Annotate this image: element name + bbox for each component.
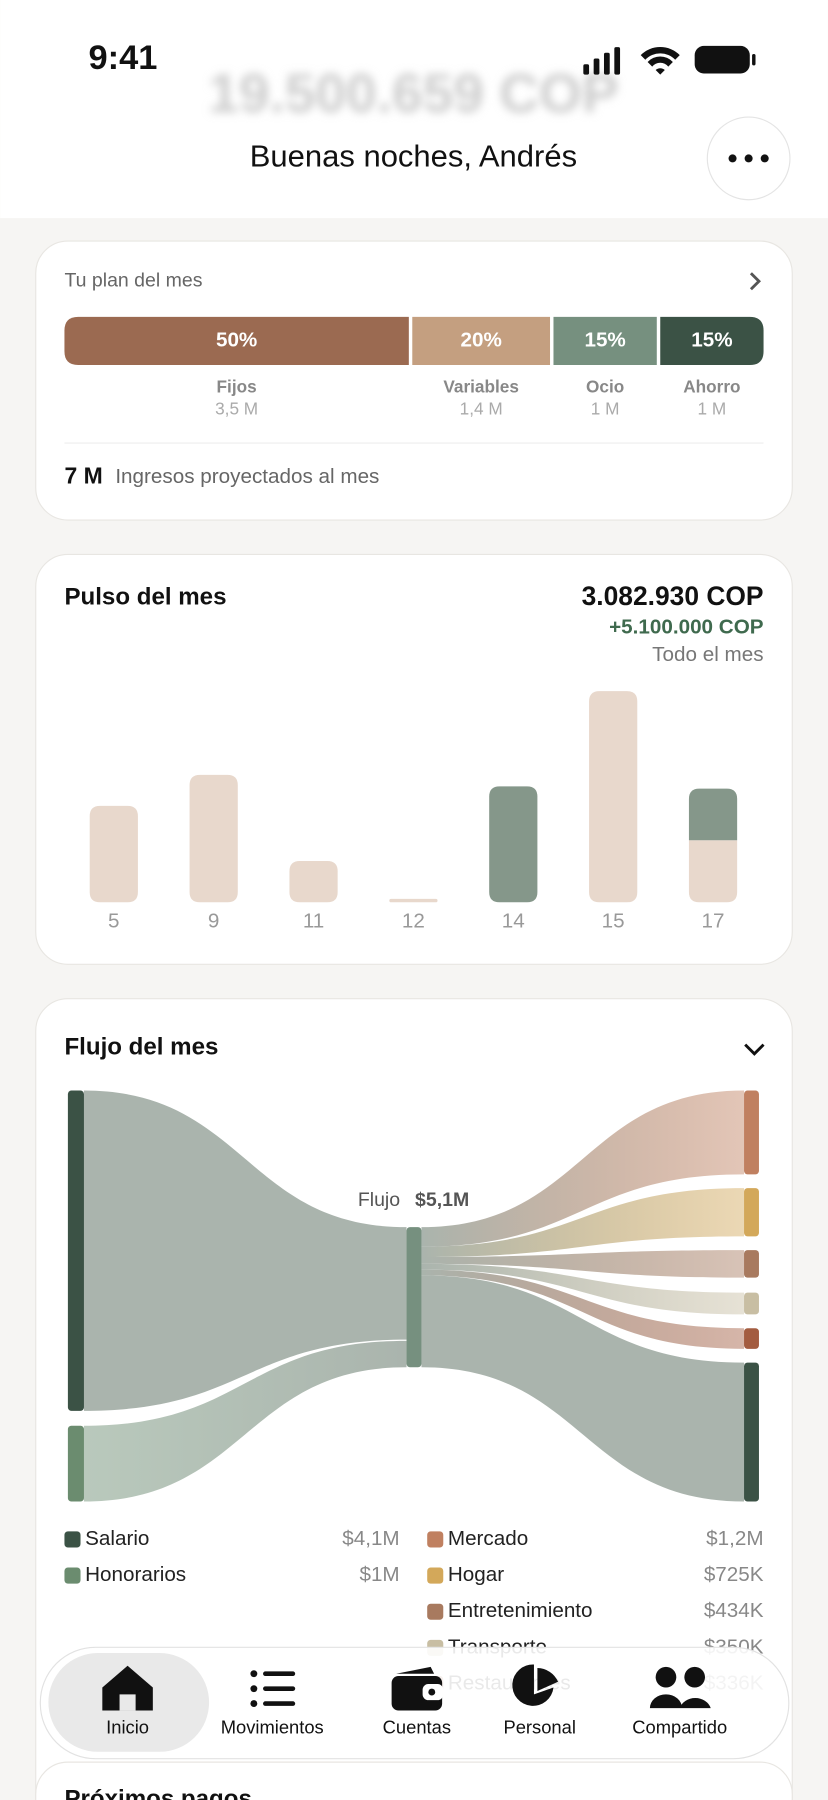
balance: 19.500.659 COP [208,62,618,124]
flow-node [744,1090,759,1175]
plan-amount: 1 M [698,398,727,418]
pulse-bar [489,786,538,903]
legend-value: $725K [704,1563,764,1586]
more-icon [728,154,769,163]
legend-name: Entretenimiento [448,1599,593,1622]
day-label: 17 [702,909,725,932]
flow-node [744,1292,759,1315]
legend-swatch [64,1567,81,1584]
plan-pct: 50% [216,328,257,351]
plan-name: Ocio [586,377,624,397]
legend-swatch [427,1603,444,1620]
chevron[interactable] [749,272,761,291]
plan-card[interactable] [35,240,793,521]
pulse-total: 3.082.930 COP [582,581,764,611]
legend-swatch [427,1567,444,1584]
greeting: Buenas noches, Andrés [250,139,577,174]
day-label: 5 [108,909,119,932]
flow-ribbon [83,1090,407,1411]
flow-node [67,1090,84,1411]
collapse[interactable] [744,1043,765,1056]
plan-name: Ahorro [683,377,740,397]
flow-center-value: $5,1M [415,1189,469,1211]
legend-name: Hogar [448,1563,504,1586]
tab-label[interactable]: Personal [503,1717,575,1738]
pulse-title: Pulso del mes [64,583,226,610]
pulse-bar [289,860,338,903]
flow-ribbon [421,1188,745,1258]
pulse-bar [389,898,438,903]
flow-node [406,1227,422,1368]
flow-node [744,1362,759,1502]
day-label: 14 [502,909,525,932]
plan-amount: 3,5 M [215,398,258,418]
pulse-bar [688,788,738,841]
status-icons [583,45,756,75]
tab-label[interactable]: Inicio [106,1717,149,1738]
plan-pct: 15% [584,328,625,351]
plan-segment [660,316,764,366]
pulse-income: +5.100.000 COP [609,615,764,638]
day-label: 15 [602,909,625,932]
plan-pct: 20% [460,328,501,351]
day-label: 12 [402,909,425,932]
plan-segment [64,316,409,366]
income-label: Ingresos proyectados al mes [115,465,379,488]
header-bg [0,0,828,219]
legend-value: $434K [704,1599,764,1622]
plan-title: Tu plan del mes [64,269,202,291]
legend-name: Mercado [448,1527,528,1550]
flow-node [744,1328,759,1349]
tab-label[interactable]: Movimientos [221,1717,324,1738]
flow-title: Flujo del mes [64,1033,218,1060]
plan-amount: 1 M [591,398,620,418]
tab-label[interactable]: Compartido [632,1717,727,1738]
tab-label[interactable]: Cuentas [383,1717,451,1738]
time: 9:41 [89,39,158,77]
sankey [67,1090,759,1502]
plan-name: Variables [443,377,519,397]
legend-value: $4,1M [342,1527,399,1550]
legend-name: Salario [85,1527,149,1550]
pulse-period: Todo el mes [652,643,763,666]
legend-value: $1M [359,1563,399,1586]
income: 7 M [64,463,102,489]
next-title: Próximos pagos [64,1785,251,1800]
flow-node [744,1188,759,1237]
flow-ribbon [421,1250,745,1278]
pulse-bar [589,691,638,903]
pulse-bar [189,774,238,903]
legend-swatch [427,1531,444,1548]
pulse-bar [688,840,738,903]
flow-center-label: Flujo [358,1189,400,1211]
tab-labels: Inicio Movimientos Cuentas Personal Comparti… [106,1717,727,1738]
flow-ribbon [421,1263,745,1315]
pulse-bar [89,805,138,903]
tab-icons [102,1664,711,1711]
next-card [35,1761,793,1800]
day-label: 9 [208,909,220,932]
day-label: 11 [303,909,324,932]
flow-ribbon [83,1340,407,1502]
plan-segment [412,316,551,366]
plan-name: Fijos [217,377,257,397]
flow-node [67,1425,84,1502]
flow-node [744,1250,759,1278]
plan-pct: 15% [691,328,732,351]
flow-ribbon [421,1090,745,1247]
flow-ribbon [421,1275,745,1502]
legend-name: Honorarios [85,1563,186,1586]
flow-ribbon [421,1269,745,1349]
legend-value: $1,2M [706,1527,763,1550]
plan-amount: 1,4 M [460,398,503,418]
plan-segment [553,316,657,366]
legend-swatch [64,1531,81,1548]
